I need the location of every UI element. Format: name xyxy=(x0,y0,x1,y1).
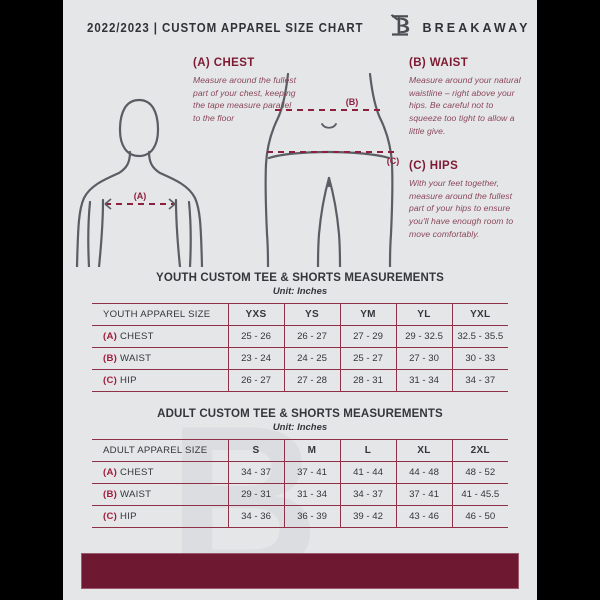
chest-measure-line xyxy=(104,198,176,210)
adult-r0-c1: 37 - 41 xyxy=(284,461,341,484)
callout-hips: (C) HIPS With your feet together, measur… xyxy=(409,160,527,241)
adult-col-1: M xyxy=(284,439,341,462)
row-code: (B) xyxy=(103,353,118,364)
row-name: HIP xyxy=(120,511,137,522)
youth-col-1: YS xyxy=(284,303,341,326)
youth-col-4: YXL xyxy=(452,303,508,326)
youth-r1-c0: 23 - 24 xyxy=(228,347,285,370)
youth-r0-c3: 29 - 32.5 xyxy=(396,325,453,348)
adult-col-4: 2XL xyxy=(452,439,508,462)
callout-chest-heading: (A) CHEST xyxy=(193,57,255,69)
footer-accent-bar xyxy=(81,553,519,589)
adult-size-table: ADULT APPAREL SIZE S M L XL 2XL (A) CHES… xyxy=(92,439,508,528)
adult-row-1-label: (B) WAIST xyxy=(92,483,229,506)
callout-chest: (A) CHEST Measure around the fullest par… xyxy=(193,57,297,125)
adult-r1-c2: 34 - 37 xyxy=(340,483,397,506)
adult-r1-c0: 29 - 31 xyxy=(228,483,285,506)
youth-size-table: YOUTH APPAREL SIZE YXS YS YM YL YXL (A) … xyxy=(92,303,508,392)
row-code: (C) xyxy=(103,511,118,522)
adult-r1-c1: 31 - 34 xyxy=(284,483,341,506)
youth-r1-c2: 25 - 27 xyxy=(340,347,397,370)
page-header: 2022/2023 | CUSTOM APPAREL SIZE CHART BR… xyxy=(63,0,537,56)
size-chart-page: B 2022/2023 | CUSTOM APPAREL SIZE CHART … xyxy=(63,0,537,600)
adult-r0-c3: 44 - 48 xyxy=(396,461,453,484)
adult-r2-c2: 39 - 42 xyxy=(340,505,397,528)
brand-name: BREAKAWAY xyxy=(422,21,531,35)
table-row: (C) HIP 34 - 36 36 - 39 39 - 42 43 - 46 … xyxy=(92,505,508,528)
youth-row-1-label: (B) WAIST xyxy=(92,347,229,370)
waist-marker-label: (B) xyxy=(346,97,359,107)
callout-waist: (B) WAIST Measure around your natural wa… xyxy=(409,57,521,138)
youth-table-title: YOUTH CUSTOM TEE & SHORTS MEASUREMENTS xyxy=(156,272,444,284)
adult-row-2-label: (C) HIP xyxy=(92,505,229,528)
adult-r1-c4: 41 - 45.5 xyxy=(452,483,508,506)
brand-lockup: BREAKAWAY xyxy=(388,12,531,44)
row-name: CHEST xyxy=(120,331,154,342)
youth-r1-c1: 24 - 25 xyxy=(284,347,341,370)
adult-r2-c3: 43 - 46 xyxy=(396,505,453,528)
youth-row-2-label: (C) HIP xyxy=(92,369,229,392)
row-name: WAIST xyxy=(120,489,152,500)
adult-header-label: ADULT APPAREL SIZE xyxy=(92,439,229,462)
page-title: 2022/2023 | CUSTOM APPAREL SIZE CHART xyxy=(87,21,364,35)
callout-hips-body: With your feet together, measure around … xyxy=(409,178,514,239)
table-header-row: YOUTH APPAREL SIZE YXS YS YM YL YXL xyxy=(92,303,508,326)
callout-waist-heading: (B) WAIST xyxy=(409,57,469,69)
adult-measurements-section: ADULT CUSTOM TEE & SHORTS MEASUREMENTS U… xyxy=(63,408,537,528)
table-row: (C) HIP 26 - 27 27 - 28 28 - 31 31 - 34 … xyxy=(92,369,508,392)
table-row: (B) WAIST 29 - 31 31 - 34 34 - 37 37 - 4… xyxy=(92,483,508,506)
callout-waist-body: Measure around your natural waistline – … xyxy=(409,75,521,136)
youth-r2-c2: 28 - 31 xyxy=(340,369,397,392)
row-name: WAIST xyxy=(120,353,152,364)
youth-r2-c4: 34 - 37 xyxy=(452,369,508,392)
adult-table-title: ADULT CUSTOM TEE & SHORTS MEASUREMENTS xyxy=(157,408,443,420)
adult-r2-c1: 36 - 39 xyxy=(284,505,341,528)
adult-col-2: L xyxy=(340,439,397,462)
adult-col-0: S xyxy=(228,439,285,462)
adult-table-unit: Unit: Inches xyxy=(272,422,328,433)
youth-r2-c3: 31 - 34 xyxy=(396,369,453,392)
adult-r2-c4: 46 - 50 xyxy=(452,505,508,528)
table-header-row: ADULT APPAREL SIZE S M L XL 2XL xyxy=(92,439,508,462)
row-code: (B) xyxy=(103,489,118,500)
adult-r1-c3: 37 - 41 xyxy=(396,483,453,506)
row-code: (A) xyxy=(103,331,118,342)
adult-r0-c0: 34 - 37 xyxy=(228,461,285,484)
breakaway-b-monogram-icon xyxy=(388,12,414,44)
youth-col-3: YL xyxy=(396,303,453,326)
callout-chest-body: Measure around the fullest part of your … xyxy=(193,75,297,124)
adult-row-0-label: (A) CHEST xyxy=(92,461,229,484)
youth-r1-c4: 30 - 33 xyxy=(452,347,508,370)
row-name: CHEST xyxy=(120,467,154,478)
youth-r2-c0: 26 - 27 xyxy=(228,369,285,392)
callout-hips-heading: (C) HIPS xyxy=(409,160,459,172)
hips-marker-label: (C) xyxy=(387,156,400,166)
adult-r2-c0: 34 - 36 xyxy=(228,505,285,528)
table-row: (A) CHEST 34 - 37 37 - 41 41 - 44 44 - 4… xyxy=(92,461,508,484)
youth-col-2: YM xyxy=(340,303,397,326)
row-code: (A) xyxy=(103,467,118,478)
measurement-diagram: (A) (B) (C) (A) CHEST Measure around the… xyxy=(63,52,537,267)
youth-r0-c1: 26 - 27 xyxy=(284,325,341,348)
youth-r2-c1: 27 - 28 xyxy=(284,369,341,392)
row-name: HIP xyxy=(120,375,137,386)
adult-r0-c4: 48 - 52 xyxy=(452,461,508,484)
adult-r0-c2: 41 - 44 xyxy=(340,461,397,484)
row-code: (C) xyxy=(103,375,118,386)
youth-row-0-label: (A) CHEST xyxy=(92,325,229,348)
youth-r0-c4: 32.5 - 35.5 xyxy=(452,325,508,348)
chest-marker-label: (A) xyxy=(134,191,147,201)
youth-table-unit: Unit: Inches xyxy=(272,286,328,297)
table-row: (A) CHEST 25 - 26 26 - 27 27 - 29 29 - 3… xyxy=(92,325,508,348)
youth-r1-c3: 27 - 30 xyxy=(396,347,453,370)
youth-r0-c0: 25 - 26 xyxy=(228,325,285,348)
youth-header-label: YOUTH APPAREL SIZE xyxy=(92,303,229,326)
youth-measurements-section: YOUTH CUSTOM TEE & SHORTS MEASUREMENTS U… xyxy=(63,272,537,392)
table-row: (B) WAIST 23 - 24 24 - 25 25 - 27 27 - 3… xyxy=(92,347,508,370)
youth-r0-c2: 27 - 29 xyxy=(340,325,397,348)
adult-col-3: XL xyxy=(396,439,453,462)
youth-col-0: YXS xyxy=(228,303,285,326)
